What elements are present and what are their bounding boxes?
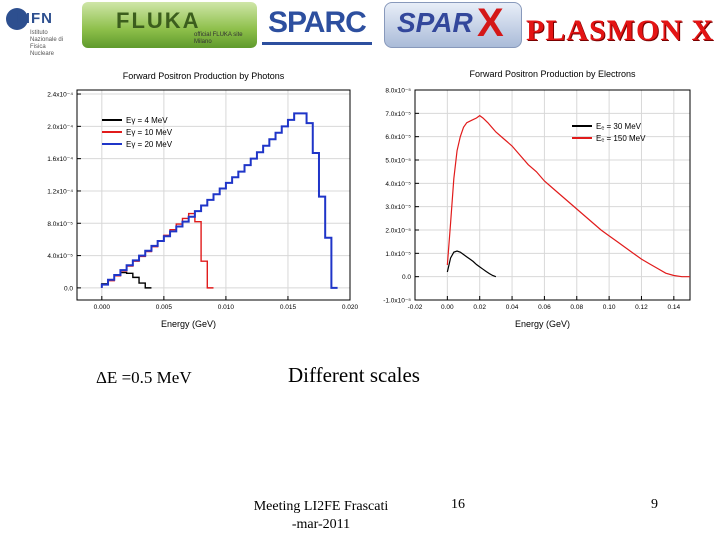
energy-bin-caption: ΔE =0.5 MeV bbox=[96, 368, 192, 387]
electron-y-tick-label-6: 5.0x10⁻⁵ bbox=[385, 158, 411, 165]
electron-x-axis-label: Energy (GeV) bbox=[515, 319, 570, 329]
electron-legend-label-1: Eₑ = 150 MeV bbox=[596, 134, 646, 143]
electron-plot-frame bbox=[414, 89, 691, 301]
sparc-logo-underline bbox=[262, 42, 372, 45]
photon-y-tick-label-1: 4.0x10⁻⁵ bbox=[47, 253, 73, 260]
electron-legend-label-0: Eₑ = 30 MeV bbox=[596, 122, 642, 131]
photon-x-tick-label-2: 0.010 bbox=[218, 304, 235, 311]
footer-meeting: Meeting LI2FE Frascati bbox=[253, 499, 389, 514]
infn-logo: INFN Istituto Nazionale di Fisica Nuclea… bbox=[6, 6, 68, 57]
electron-y-tick-label-2: 1.0x10⁻⁵ bbox=[385, 251, 411, 258]
electron-x-tick-label-6: 0.10 bbox=[603, 304, 616, 311]
electron-series-line-0 bbox=[446, 250, 497, 278]
fluka-logo: FLUKA official FLUKA site Milano bbox=[82, 2, 257, 48]
electron-x-tick-label-7: 0.12 bbox=[635, 304, 648, 311]
photon-legend-label-0: Eγ = 4 MeV bbox=[126, 116, 168, 125]
photon-y-tick-label-2: 8.0x10⁻⁵ bbox=[47, 221, 73, 228]
photon-legend-label-1: Eγ = 10 MeV bbox=[126, 128, 173, 137]
electron-x-tick-label-8: 0.14 bbox=[667, 304, 680, 311]
infn-logo-subtitle: Istituto Nazionale di Fisica Nucleare bbox=[30, 30, 64, 57]
page-number: 9 bbox=[651, 497, 658, 512]
electron-y-tick-label-9: 8.0x10⁻⁵ bbox=[385, 88, 411, 95]
sparx-logo-x: X bbox=[477, 1, 504, 45]
electron-y-tick-label-4: 3.0x10⁻⁵ bbox=[385, 204, 411, 211]
photon-series-line-2 bbox=[100, 112, 338, 289]
electron-chart-title: Forward Positron Production by Electrons bbox=[469, 69, 636, 79]
electron-x-tick-label-2: 0.02 bbox=[473, 304, 486, 311]
fluka-logo-subtitle: official FLUKA site Milano bbox=[194, 32, 243, 45]
sparc-logo: SPARC bbox=[262, 4, 382, 46]
photon-x-tick-label-1: 0.005 bbox=[156, 304, 173, 311]
electron-y-tick-label-5: 4.0x10⁻⁵ bbox=[385, 181, 411, 188]
logo-bar: INFN Istituto Nazionale di Fisica Nuclea… bbox=[0, 0, 720, 57]
photon-y-tick-label-5: 2.0x10⁻⁴ bbox=[47, 124, 73, 131]
electron-y-tick-label-0: -1.0x10⁻⁵ bbox=[383, 298, 411, 305]
infn-mark-icon bbox=[6, 8, 28, 30]
electron-x-tick-label-4: 0.06 bbox=[538, 304, 551, 311]
electron-y-tick-label-3: 2.0x10⁻⁵ bbox=[385, 228, 411, 235]
electron-y-tick-label-8: 7.0x10⁻⁵ bbox=[385, 111, 411, 118]
photon-series-line-1 bbox=[101, 212, 214, 289]
photon-y-tick-label-3: 1.2x10⁻⁴ bbox=[47, 188, 73, 195]
sparc-logo-text: SPARC bbox=[268, 6, 367, 39]
different-scales-caption: Different scales bbox=[288, 363, 420, 387]
photon-x-tick-label-4: 0.020 bbox=[342, 304, 359, 311]
footer-number-16: 16 bbox=[451, 497, 465, 512]
sparx-logo: SPAR X bbox=[384, 1, 522, 48]
electron-series-line-1 bbox=[446, 114, 690, 278]
fluka-logo-text: FLUKA bbox=[116, 8, 201, 33]
photon-legend-label-2: Eγ = 20 MeV bbox=[126, 140, 173, 149]
sparx-logo-text: SPAR bbox=[397, 7, 473, 38]
electron-y-tick-label-1: 0.0 bbox=[402, 274, 411, 281]
photon-plot-frame bbox=[76, 89, 351, 301]
photon-y-tick-label-6: 2.4x10⁻⁴ bbox=[47, 92, 73, 99]
photon-chart-title: Forward Positron Production by Photons bbox=[123, 71, 285, 81]
plasmon-x-logo: PLASMON X bbox=[526, 14, 715, 47]
electron-y-tick-label-7: 6.0x10⁻⁵ bbox=[385, 134, 411, 141]
photon-x-axis-label: Energy (GeV) bbox=[161, 319, 216, 329]
electron-x-tick-label-1: 0.00 bbox=[441, 304, 454, 311]
electron-x-tick-label-3: 0.04 bbox=[506, 304, 519, 311]
photon-y-tick-label-0: 0.0 bbox=[64, 285, 73, 292]
photon-x-tick-label-0: 0.000 bbox=[94, 304, 111, 311]
infn-logo-text: INFN bbox=[14, 10, 53, 27]
photon-x-tick-label-3: 0.015 bbox=[280, 304, 297, 311]
electron-x-tick-label-0: -0.02 bbox=[408, 304, 423, 311]
footer-date: -mar-2011 bbox=[291, 517, 351, 532]
charts-area: Forward Positron Production by Photons En… bbox=[47, 69, 691, 329]
photon-y-tick-label-4: 1.6x10⁻⁴ bbox=[47, 156, 73, 163]
electron-x-tick-label-5: 0.08 bbox=[570, 304, 583, 311]
